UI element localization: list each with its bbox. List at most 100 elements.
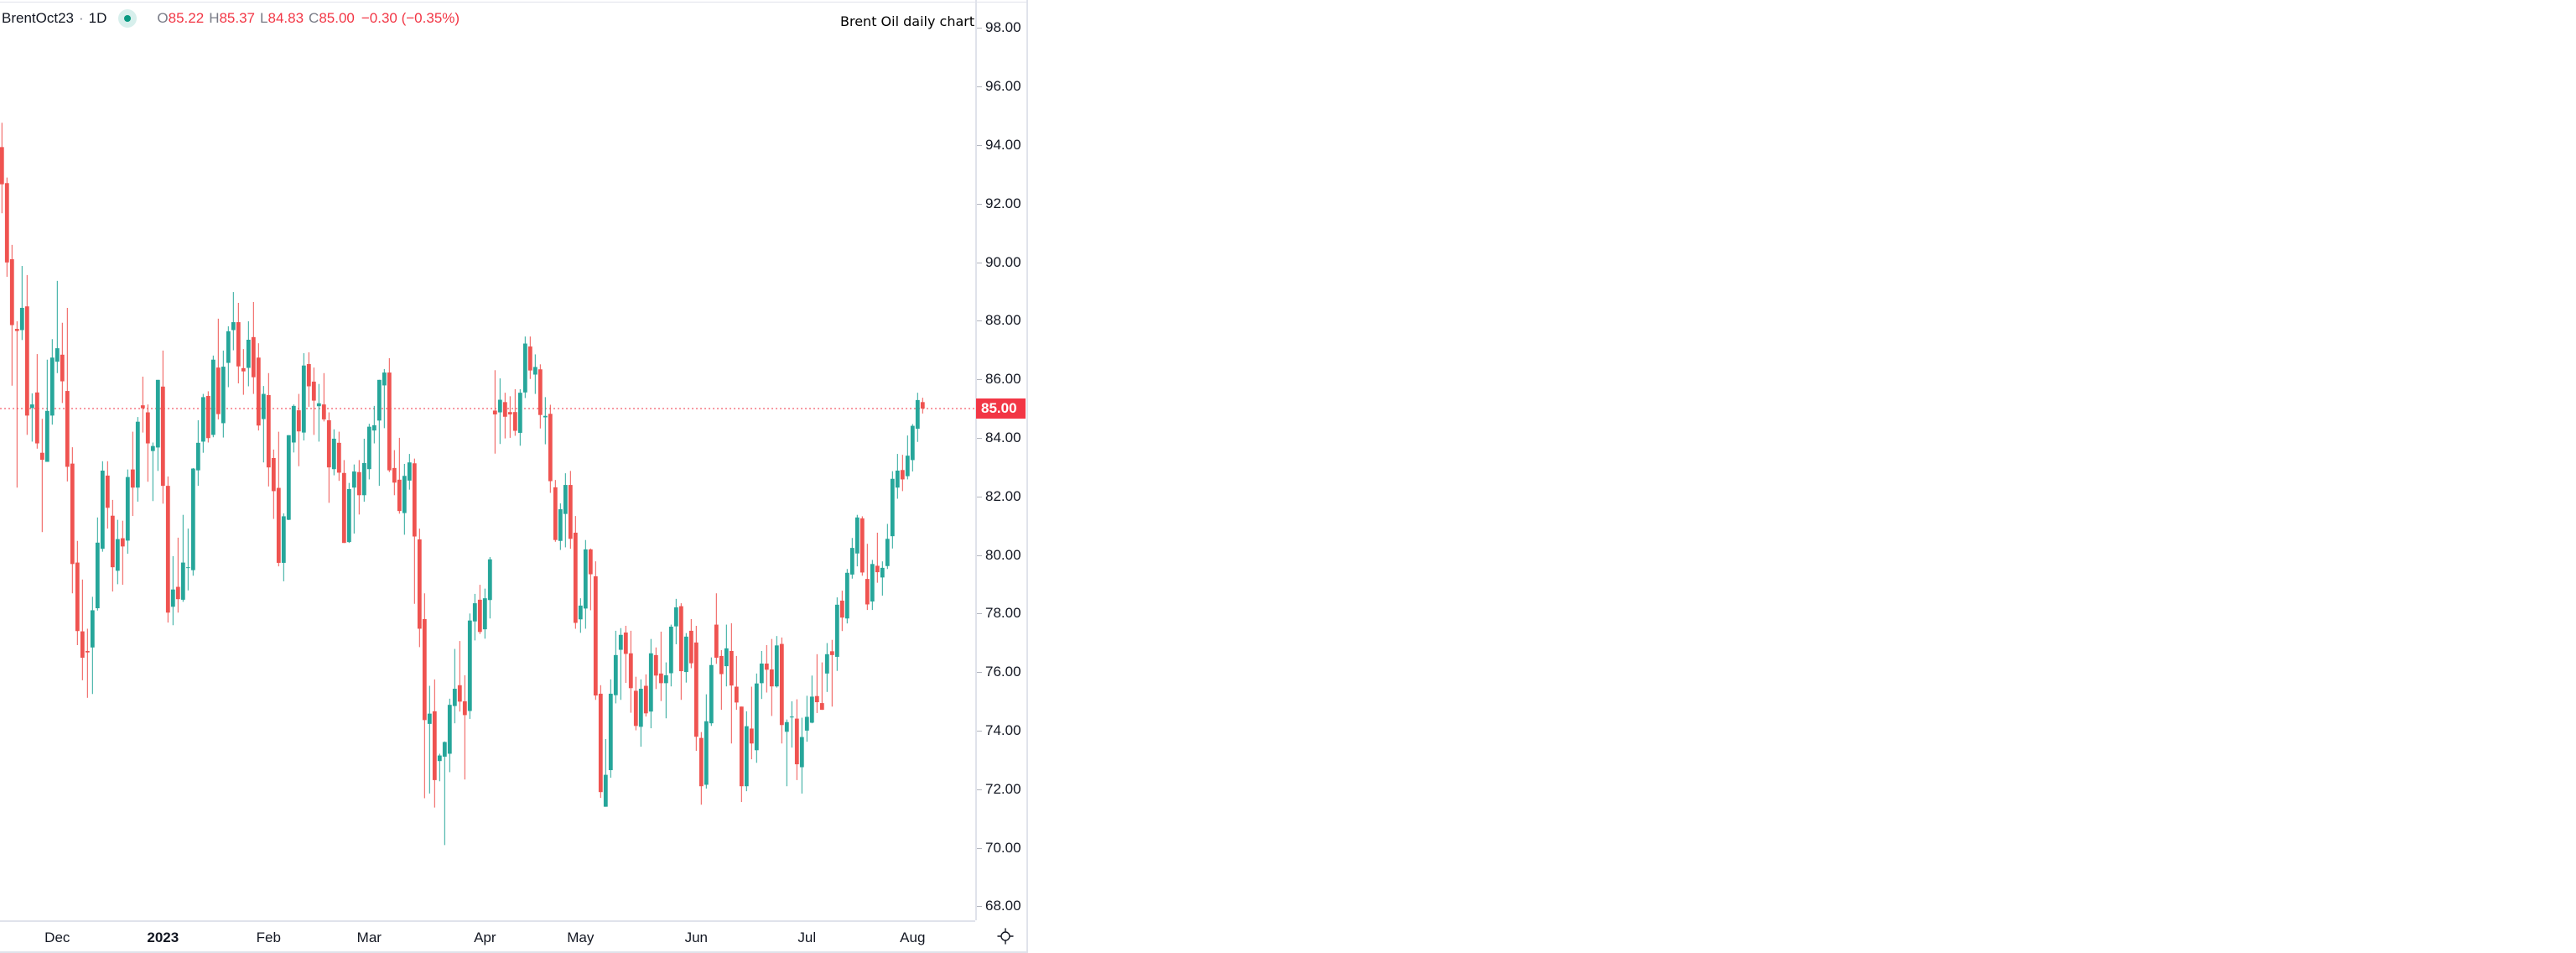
candle[interactable]: [19, 266, 24, 341]
time-axis[interactable]: Dec 2023 Feb Mar Apr May Jun Jul Aug: [0, 920, 975, 953]
candle[interactable]: [663, 662, 668, 719]
candle[interactable]: [29, 393, 34, 442]
candle[interactable]: [377, 379, 382, 487]
candle[interactable]: [875, 532, 880, 583]
candle[interactable]: [4, 177, 9, 277]
candle[interactable]: [492, 370, 497, 454]
candle[interactable]: [462, 674, 467, 780]
candle[interactable]: [527, 336, 532, 379]
candle[interactable]: [583, 539, 588, 629]
candle[interactable]: [598, 685, 603, 799]
candle[interactable]: [714, 593, 719, 664]
candle[interactable]: [24, 274, 29, 435]
candle[interactable]: [563, 473, 568, 548]
candle[interactable]: [356, 460, 361, 515]
candle[interactable]: [477, 585, 482, 634]
candle[interactable]: [447, 698, 452, 773]
candle[interactable]: [900, 455, 905, 492]
candle[interactable]: [613, 630, 618, 704]
candle[interactable]: [226, 325, 231, 388]
candle[interactable]: [49, 339, 55, 425]
candle[interactable]: [251, 301, 256, 394]
candle[interactable]: [150, 442, 155, 502]
candle[interactable]: [693, 625, 699, 751]
candle[interactable]: [849, 538, 854, 579]
candle[interactable]: [180, 514, 185, 602]
candle[interactable]: [437, 753, 442, 782]
candle[interactable]: [427, 685, 432, 794]
candle[interactable]: [824, 643, 829, 692]
candle[interactable]: [422, 593, 427, 799]
candle[interactable]: [532, 354, 538, 394]
candle[interactable]: [236, 303, 241, 383]
candle[interactable]: [834, 597, 839, 671]
candle[interactable]: [261, 386, 266, 463]
candle[interactable]: [331, 429, 336, 476]
candle[interactable]: [920, 398, 925, 414]
candle[interactable]: [623, 625, 628, 684]
candle[interactable]: [804, 695, 809, 742]
symbol-name[interactable]: BrentOct23: [2, 10, 74, 26]
candle[interactable]: [819, 662, 824, 711]
candle[interactable]: [120, 520, 125, 586]
candle[interactable]: [221, 350, 226, 438]
candle[interactable]: [472, 593, 477, 641]
candle[interactable]: [271, 449, 276, 519]
candle[interactable]: [382, 368, 387, 429]
candle[interactable]: [55, 280, 60, 373]
candle[interactable]: [210, 355, 216, 438]
candle[interactable]: [452, 648, 457, 724]
candle[interactable]: [794, 699, 799, 780]
candle[interactable]: [301, 353, 306, 441]
candle[interactable]: [90, 596, 95, 695]
candle[interactable]: [814, 654, 819, 713]
candle[interactable]: [844, 569, 849, 624]
candle[interactable]: [256, 343, 261, 431]
candle[interactable]: [538, 364, 543, 429]
candle[interactable]: [291, 404, 296, 453]
candle[interactable]: [140, 376, 145, 433]
candle[interactable]: [417, 529, 422, 648]
candle[interactable]: [366, 424, 371, 480]
candle[interactable]: [145, 404, 150, 482]
candle[interactable]: [0, 122, 4, 214]
gear-icon[interactable]: [995, 926, 1015, 946]
candle[interactable]: [638, 679, 643, 747]
candle[interactable]: [839, 591, 844, 632]
candle[interactable]: [80, 579, 85, 680]
candle[interactable]: [709, 657, 714, 726]
candle[interactable]: [769, 638, 774, 716]
candle[interactable]: [241, 349, 246, 395]
candle[interactable]: [95, 517, 100, 611]
interval-label[interactable]: 1D: [88, 10, 107, 26]
candle[interactable]: [170, 555, 175, 626]
candle[interactable]: [749, 686, 754, 760]
candle[interactable]: [130, 431, 135, 517]
candle[interactable]: [724, 624, 729, 687]
candle[interactable]: [402, 463, 407, 535]
candle[interactable]: [281, 513, 286, 581]
candle[interactable]: [588, 548, 593, 611]
candle[interactable]: [729, 622, 734, 744]
candle[interactable]: [744, 711, 749, 792]
candle[interactable]: [910, 424, 915, 472]
candle[interactable]: [507, 396, 512, 438]
candle[interactable]: [678, 603, 683, 700]
candle[interactable]: [548, 404, 553, 493]
candle[interactable]: [734, 655, 739, 711]
candle[interactable]: [296, 393, 301, 466]
candle[interactable]: [799, 717, 804, 794]
candle[interactable]: [568, 471, 573, 549]
candle[interactable]: [543, 397, 548, 445]
candle[interactable]: [442, 741, 447, 846]
candle[interactable]: [754, 673, 759, 763]
candle[interactable]: [44, 359, 49, 462]
candle[interactable]: [306, 352, 311, 407]
candle[interactable]: [195, 419, 200, 487]
candle[interactable]: [110, 499, 115, 592]
candle[interactable]: [467, 613, 472, 719]
candle[interactable]: [865, 544, 870, 611]
candle[interactable]: [155, 379, 160, 471]
candle[interactable]: [336, 431, 341, 482]
candle[interactable]: [70, 447, 75, 594]
